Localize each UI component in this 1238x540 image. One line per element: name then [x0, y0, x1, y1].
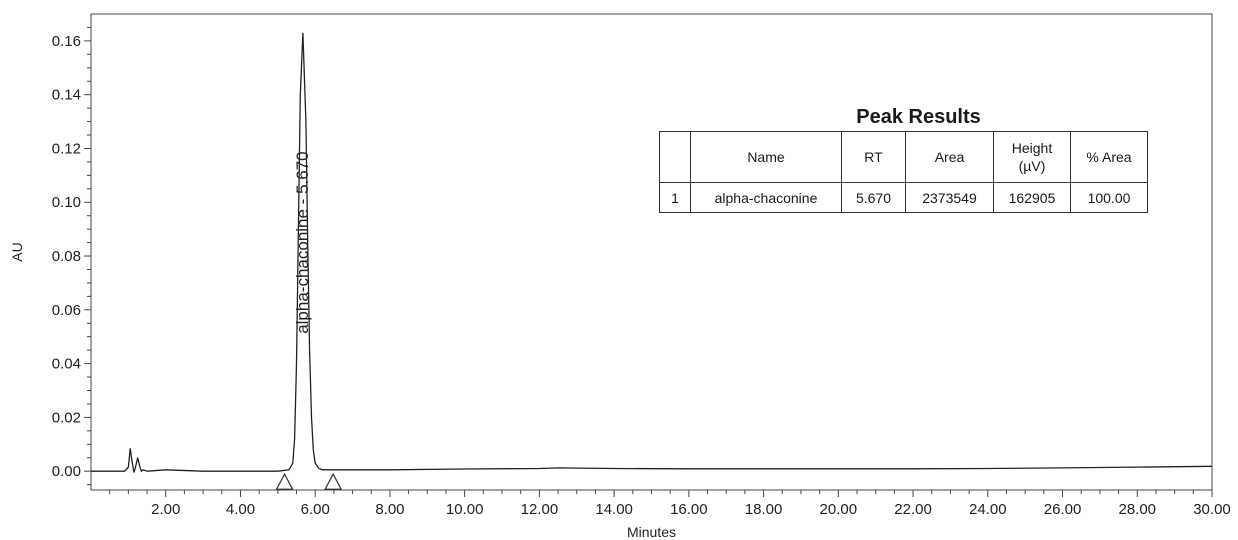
- header-name: Name: [690, 131, 842, 183]
- header-rt: RT: [841, 131, 906, 183]
- y-tick-label: 0.00: [52, 463, 81, 480]
- cell-rt: 5.670: [841, 182, 906, 213]
- x-tick-label: 24.00: [969, 501, 1007, 518]
- header-area: Area: [905, 131, 994, 183]
- cell-index: 1: [659, 182, 691, 213]
- x-tick-label: 10.00: [446, 501, 484, 518]
- peak-annotations: alpha-chaconine - 5.670: [293, 151, 312, 333]
- peak-label: alpha-chaconine - 5.670: [293, 151, 312, 333]
- header-index: [659, 131, 691, 183]
- y-tick-label: 0.16: [52, 33, 81, 50]
- x-tick-label: 8.00: [375, 501, 404, 518]
- baseline-marker: [275, 472, 294, 490]
- cell-name: alpha-chaconine: [690, 182, 842, 213]
- cell-percent-area: 100.00: [1070, 182, 1148, 213]
- header-height-line1: Height: [1011, 140, 1053, 156]
- header-height-line2: (µV): [1018, 158, 1046, 174]
- y-tick-label: 0.02: [52, 409, 81, 426]
- peak-results-panel: Peak Results Name RT Area Height (µV) % …: [659, 106, 1148, 213]
- x-tick-label: 6.00: [301, 501, 330, 518]
- baseline-marker: [324, 472, 343, 490]
- x-tick-label: 2.00: [151, 501, 180, 518]
- x-tick-label: 4.00: [226, 501, 255, 518]
- x-tick-label: 18.00: [745, 501, 783, 518]
- x-tick-label: 12.00: [521, 501, 559, 518]
- y-tick-label: 0.06: [52, 302, 81, 319]
- table-header-row: Name RT Area Height (µV) % Area: [659, 131, 1148, 183]
- y-tick-label: 0.08: [52, 248, 81, 265]
- x-tick-label: 16.00: [670, 501, 708, 518]
- header-percent-area: % Area: [1070, 131, 1148, 183]
- x-tick-label: 20.00: [820, 501, 858, 518]
- cell-area: 2373549: [905, 182, 994, 213]
- y-tick-label: 0.12: [52, 140, 81, 157]
- x-tick-label: 30.00: [1193, 501, 1231, 518]
- y-axis-title: AU: [9, 242, 25, 261]
- x-tick-label: 28.00: [1118, 501, 1156, 518]
- header-height: Height (µV): [993, 131, 1071, 183]
- baseline-markers: [275, 472, 343, 490]
- y-tick-label: 0.04: [52, 356, 81, 373]
- plot-frame: [90, 13, 1213, 491]
- x-tick-label: 14.00: [595, 501, 633, 518]
- chromatogram-trace: [91, 32, 1213, 473]
- x-axis: 2.00 4.00 6.00 8.00 10.00 12.00 14.00 16.00 18.0…: [109, 490, 1231, 518]
- cell-height: 162905: [993, 182, 1071, 213]
- peak-results-table: Name RT Area Height (µV) % Area 1 alpha-…: [659, 131, 1148, 213]
- y-axis: 0.00 0.02 0.04 0.06 0.08 0.10 0.12 0.14 0.16: [52, 26, 91, 486]
- x-tick-label: 22.00: [894, 501, 932, 518]
- y-tick-label: 0.10: [52, 194, 81, 211]
- y-tick-label: 0.14: [52, 87, 81, 104]
- peak-results-title: Peak Results: [856, 106, 981, 128]
- table-row: 1 alpha-chaconine 5.670 2373549 162905 1…: [659, 182, 1148, 213]
- x-tick-label: 26.00: [1044, 501, 1082, 518]
- x-axis-title: Minutes: [627, 524, 676, 540]
